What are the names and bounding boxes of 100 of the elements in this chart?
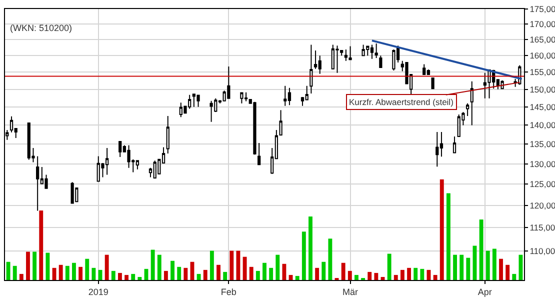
bar: [400, 270, 404, 280]
candlestick: [227, 66, 230, 99]
bar: [282, 264, 286, 280]
candlestick: [436, 131, 439, 168]
bar: [46, 252, 50, 280]
bar: [230, 250, 234, 280]
candlestick: [253, 101, 256, 156]
bar: [420, 268, 424, 280]
bar: [118, 272, 122, 280]
candlestick: [258, 142, 261, 166]
x-tick-label: Mär: [342, 286, 358, 297]
candlestick: [240, 92, 244, 104]
bar: [184, 268, 188, 280]
bar: [6, 262, 10, 280]
bar: [26, 252, 30, 280]
candlestick: [127, 144, 130, 168]
bar: [479, 220, 484, 280]
bar: [58, 264, 63, 280]
candlestick: [70, 182, 74, 204]
bar: [216, 264, 220, 280]
bar: [512, 274, 516, 280]
bar: [85, 258, 90, 280]
bar: [506, 264, 510, 280]
y-tick-label: 175,00: [530, 4, 555, 14]
bar: [262, 262, 266, 280]
bar: [446, 193, 450, 280]
candlestick: [348, 46, 352, 60]
bar: [374, 272, 378, 280]
candlestick: [452, 136, 456, 154]
bar: [276, 254, 280, 280]
bar: [203, 270, 208, 280]
candlestick: [422, 64, 426, 76]
bar: [223, 272, 228, 280]
candlestick: [166, 115, 170, 154]
candlestick: [210, 100, 213, 122]
bar: [440, 179, 444, 280]
bar: [78, 266, 83, 280]
candlestick: [153, 160, 156, 179]
bar: [72, 262, 76, 280]
bar: [138, 276, 142, 280]
bar: [295, 276, 300, 280]
candlestick: [379, 55, 382, 68]
y-tick-label: 160,00: [530, 50, 555, 61]
bar: [150, 250, 155, 280]
bar: [348, 270, 352, 280]
bar: [407, 268, 411, 280]
bar: [164, 270, 168, 280]
bar: [249, 266, 254, 280]
candlestick: [392, 49, 396, 72]
bar: [196, 274, 201, 280]
y-tick-label: 125,00: [530, 179, 555, 190]
candlestick: [374, 42, 378, 58]
candlestick: [244, 92, 248, 102]
y-tick-label: 120,00: [530, 200, 555, 210]
bar: [177, 266, 182, 280]
bar: [131, 274, 136, 280]
bar: [104, 254, 109, 280]
annotation: Kurzfr. Abwaertstrend (steil): [349, 97, 454, 107]
y-tick-label: 165,00: [530, 34, 555, 45]
candlestick: [370, 44, 374, 60]
bar: [518, 254, 523, 280]
bar: [328, 238, 332, 280]
bar: [19, 274, 24, 280]
candlestick: [118, 140, 122, 158]
y-tick-label: 140,00: [530, 120, 555, 130]
bar: [466, 258, 470, 280]
candlestick: [36, 156, 40, 212]
bar: [111, 270, 116, 280]
bar: [492, 248, 496, 280]
candlestick: [431, 77, 434, 90]
bar: [315, 268, 320, 280]
y-tick-label: 135,00: [530, 139, 555, 150]
candlestick: [310, 44, 313, 94]
y-tick-label: 170,00: [530, 19, 555, 30]
candlestick: [466, 102, 470, 116]
bar: [124, 274, 129, 280]
y-tick-label: 110,00: [530, 246, 555, 256]
bar: [322, 262, 326, 280]
bar: [210, 250, 214, 280]
bar: [341, 262, 346, 280]
bar: [486, 250, 490, 280]
y-tick-label: 145,00: [530, 102, 555, 112]
bar: [32, 252, 37, 280]
x-tick-label: 2019: [88, 286, 108, 297]
bar: [394, 274, 398, 280]
bar: [308, 216, 312, 280]
bar: [354, 274, 358, 280]
x-tick-label: Apr: [478, 286, 492, 297]
bar: [242, 256, 247, 280]
candlestick: [136, 160, 140, 170]
bar: [92, 268, 96, 280]
bar: [387, 254, 392, 280]
y-tick-label: 155,00: [530, 67, 555, 78]
bar: [453, 254, 457, 280]
bar: [65, 266, 70, 280]
bar: [414, 268, 418, 280]
candlestick: [284, 85, 287, 106]
x-tick-label: Feb: [220, 286, 236, 297]
candlestick: [362, 44, 365, 56]
text: (WKN: 510200): [10, 23, 72, 33]
